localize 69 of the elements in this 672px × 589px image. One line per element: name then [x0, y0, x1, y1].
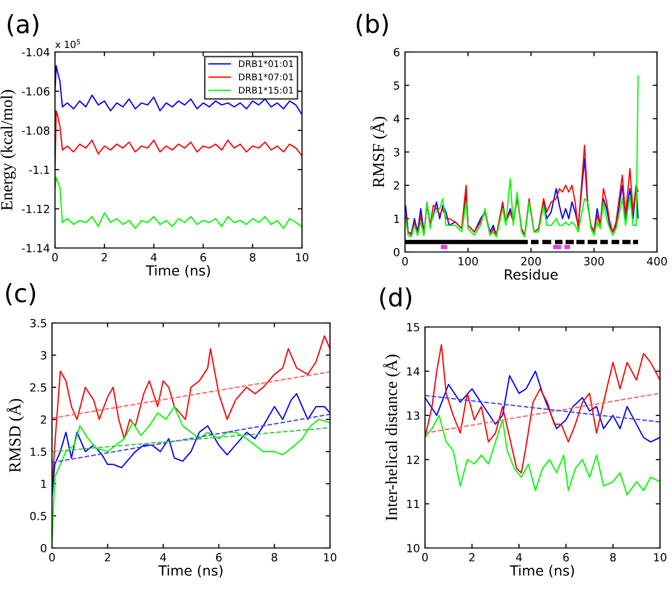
y-tick-label: 15 — [407, 323, 420, 332]
line-series — [55, 176, 302, 230]
y-tick-label: 2 — [394, 181, 400, 190]
line-series — [52, 393, 330, 498]
x-axis-title: Time (ns) — [510, 565, 574, 578]
y-tick-label: 6 — [394, 48, 400, 56]
y-tick-label: -1.12 — [22, 204, 50, 214]
chart-title: (a) — [8, 14, 38, 36]
x-tick-label: 10 — [654, 553, 666, 562]
x-tick-label: 2 — [469, 553, 474, 562]
chart-title: (b) — [356, 14, 388, 36]
y-tick-label: -1.06 — [22, 87, 50, 96]
legend-label: DRB1*01:01 — [239, 60, 294, 68]
y-tick-label: 2 — [40, 415, 46, 424]
y-tick-label: 14 — [407, 367, 420, 376]
y-tick-label: 5 — [394, 81, 400, 90]
line-series — [405, 74, 639, 238]
x-tick-label: 4 — [160, 553, 166, 562]
x-tick-label: 400 — [646, 257, 667, 266]
line-series — [425, 414, 660, 496]
x-tick-label: 8 — [610, 553, 616, 562]
y-axis-title: RMSD (Å) — [6, 398, 24, 472]
y-axis-title: Inter-helical distance (Å) — [383, 354, 400, 520]
y-tick-label: -1.14 — [22, 244, 50, 252]
y-tick-label: 2.5 — [30, 383, 46, 392]
y-tick-label: -1.08 — [22, 126, 50, 135]
y-tick-label: 10 — [407, 544, 420, 552]
x-tick-label: 0 — [52, 253, 58, 262]
y-tick-label: 3 — [40, 351, 46, 360]
x-tick-label: 10 — [324, 553, 336, 562]
x-tick-label: 200 — [521, 257, 541, 266]
y-tick-label: 4 — [394, 114, 400, 123]
x-tick-label: 4 — [150, 253, 157, 262]
y-tick-label: 12 — [407, 456, 420, 464]
y-axis-title: Energy (kcal/mol) — [0, 90, 16, 210]
x-tick-label: 2 — [104, 553, 110, 562]
text: x 10$^{5}$ — [55, 39, 80, 48]
y-axis-title: RMSF (Å) — [370, 116, 388, 188]
x-tick-label: 2 — [102, 253, 107, 262]
chart-title: (d) — [380, 287, 412, 310]
x-tick-label: 4 — [516, 553, 522, 562]
legend-label: DRB1*07:01 — [239, 74, 294, 80]
x-tick-label: 6 — [563, 553, 569, 562]
x-tick-label: 100 — [458, 257, 478, 266]
x-tick-label: 8 — [272, 553, 278, 562]
chart-title: (c) — [6, 283, 36, 306]
y-tick-label: -1.1 — [29, 166, 50, 174]
x-tick-label: 10 — [296, 253, 308, 262]
legend-label: DRB1*15:01 — [239, 86, 294, 94]
y-tick-label: 1.5 — [30, 448, 46, 456]
y-tick-label: 3 — [394, 148, 400, 156]
x-axis-title: Time (ns) — [158, 565, 222, 578]
x-tick-label: 6 — [216, 553, 222, 562]
x-tick-label: 6 — [200, 253, 206, 262]
y-tick-label: -1.04 — [22, 48, 50, 56]
y-tick-label: 13 — [407, 411, 420, 420]
y-tick-label: 3.5 — [30, 318, 46, 328]
y-tick-label: 11 — [407, 500, 420, 508]
x-tick-label: 8 — [250, 253, 256, 262]
x-tick-label: 0 — [422, 553, 428, 562]
x-axis-title: Time (ns) — [146, 265, 210, 278]
y-tick-label: 0.5 — [30, 512, 46, 520]
x-tick-label: 300 — [584, 257, 604, 266]
x-axis-title: Residue — [504, 269, 558, 280]
y-tick-label: 0 — [40, 544, 46, 552]
line-series — [425, 344, 660, 474]
y-tick-label: 1 — [394, 214, 400, 223]
y-tick-label: 1 — [41, 480, 46, 488]
line-series — [425, 370, 660, 443]
